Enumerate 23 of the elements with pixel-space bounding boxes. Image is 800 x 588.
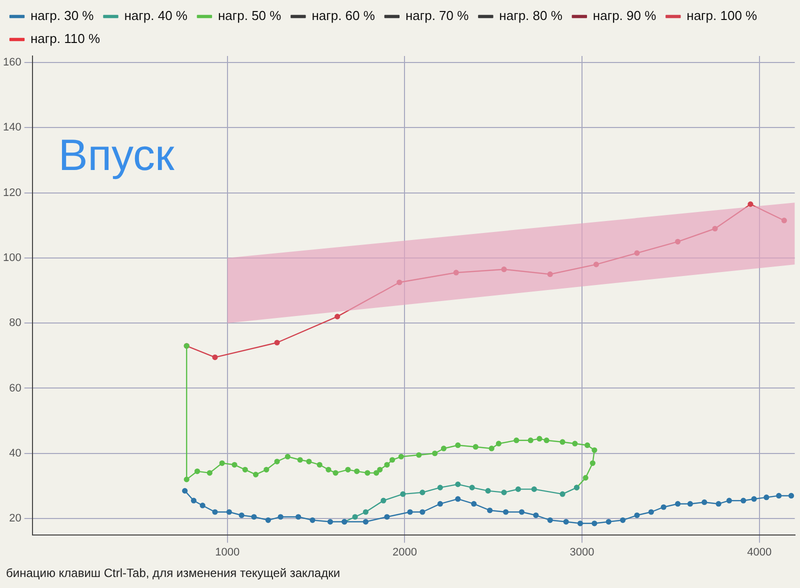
legend-label: нагр. 110 % [30,31,100,46]
legend-label: нагр. 100 % [686,8,758,24]
y-tick-label: 160 [2,56,22,69]
y-tick-label: 20 [9,512,22,525]
legend-label: нагр. 70 % [405,8,470,24]
legend-label: нагр. 30 % [30,8,94,24]
y-tick-label: 120 [2,186,22,199]
annotation: Впуск [58,131,176,180]
text: бинацию клавиш Ctrl-Tab, для изменения текущей закладки [5,565,342,582]
y-tick-label: 100 [2,252,22,264]
legend-label: нагр. 60 % [312,8,376,24]
y-tick-label: 40 [9,447,22,460]
legend-label: нагр. 80 % [499,8,563,24]
x-tick-label: 1000 [215,546,240,558]
legend-label: нагр. 90 % [592,8,657,24]
legend-label: нагр. 50 % [218,8,282,24]
x-tick-label: 3000 [570,546,594,558]
y-tick-label: 140 [2,122,22,134]
x-tick-label: 2000 [392,546,417,558]
legend-label: нагр. 40 % [124,8,188,24]
y-tick-label: 60 [9,382,22,394]
y-tick-label: 80 [9,317,22,330]
x-tick-label: 4000 [747,546,772,558]
